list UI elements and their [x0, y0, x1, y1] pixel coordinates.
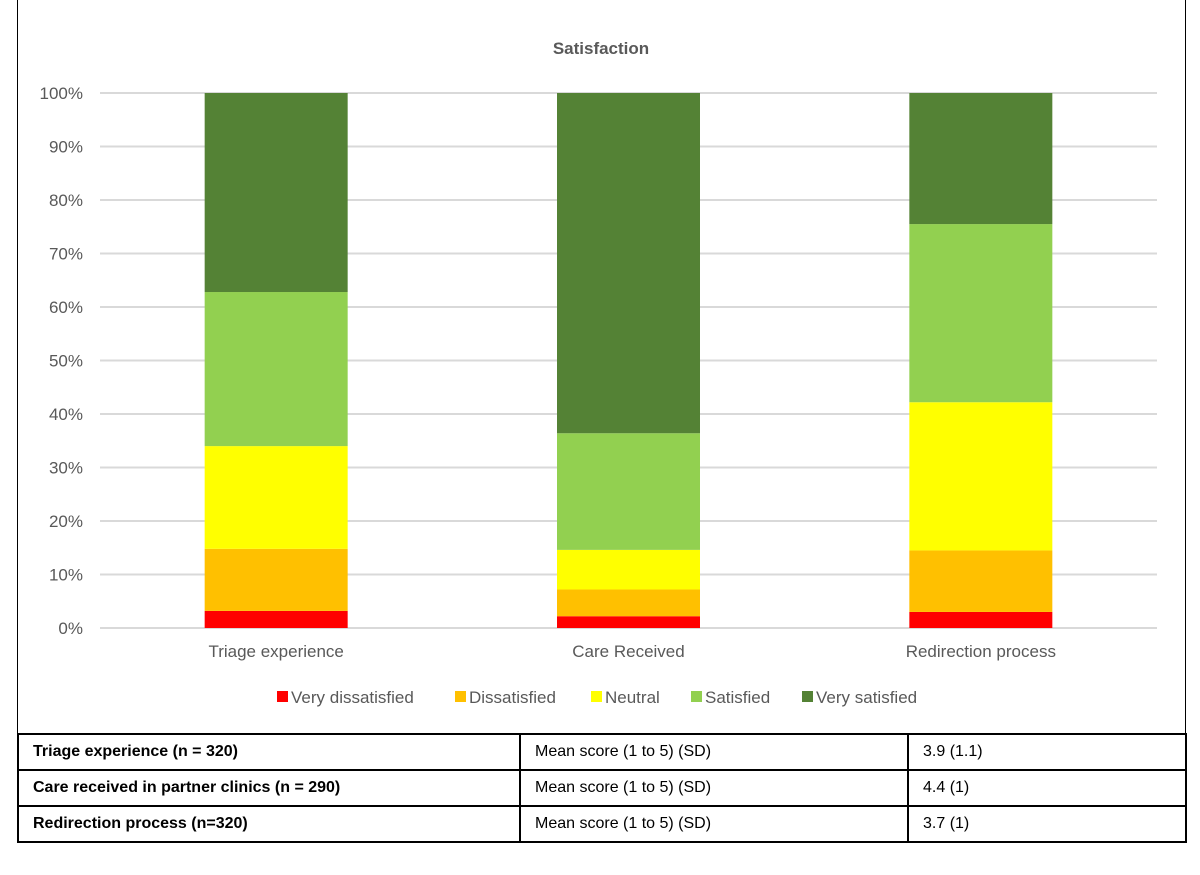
x-tick-label: Care Received: [572, 642, 684, 661]
bar-segment: [557, 549, 700, 590]
chart-frame: [17, 0, 1186, 733]
bar-segment: [909, 93, 1053, 225]
row-measure: Mean score (1 to 5) (SD): [519, 805, 909, 843]
row-label: Care received in partner clinics (n = 29…: [17, 769, 521, 807]
bar-segment: [204, 610, 348, 628]
row-label: Redirection process (n=320): [17, 805, 521, 843]
legend-swatch: [591, 691, 602, 702]
y-tick-label: 60%: [49, 298, 83, 317]
table-row: Care received in partner clinics (n = 29…: [17, 769, 1187, 807]
bar-segment: [909, 550, 1053, 612]
legend-swatch: [277, 691, 288, 702]
stacked-bar-chart: Satisfaction 0% 10% 20% 30% 40% 50% 60% 70% 80% 90…: [40, 39, 1157, 707]
row-measure: Mean score (1 to 5) (SD): [519, 733, 909, 771]
y-tick-label: 10%: [49, 566, 83, 585]
bar-segment: [204, 446, 348, 549]
legend-swatch: [802, 691, 813, 702]
bar-segment: [557, 616, 700, 628]
row-label: Triage experience (n = 320): [17, 733, 521, 771]
legend-label: Neutral: [605, 688, 660, 707]
bar-segment: [909, 224, 1053, 403]
y-tick-label: 0%: [58, 619, 83, 638]
table-row: Redirection process (n=320) Mean score (…: [17, 805, 1187, 843]
y-tick-label: 50%: [49, 352, 83, 371]
y-tick-label: 20%: [49, 512, 83, 531]
legend-label: Very dissatisfied: [291, 688, 414, 707]
bar-segment: [204, 548, 348, 611]
row-value: 3.9 (1.1): [907, 733, 1187, 771]
bar-segment: [909, 611, 1053, 628]
bar-segment: [557, 433, 700, 550]
bar-segment: [204, 292, 348, 447]
legend-swatch: [455, 691, 466, 702]
mean-score-table: Triage experience (n = 320) Mean score (…: [17, 733, 1187, 843]
legend-label: Dissatisfied: [469, 688, 556, 707]
chart-title: Satisfaction: [553, 39, 649, 58]
table-row: Triage experience (n = 320) Mean score (…: [17, 733, 1187, 771]
y-tick-label: 90%: [49, 138, 83, 157]
legend-swatch: [691, 691, 702, 702]
row-measure: Mean score (1 to 5) (SD): [519, 769, 909, 807]
y-tick-label: 80%: [49, 191, 83, 210]
bar-segment: [909, 402, 1053, 551]
bar-segment: [204, 93, 348, 293]
bar-segment: [557, 589, 700, 617]
x-tick-label: Triage experience: [208, 642, 343, 661]
legend-label: Very satisfied: [816, 688, 917, 707]
y-tick-label: 30%: [49, 459, 83, 478]
row-value: 3.7 (1): [907, 805, 1187, 843]
bar-segment: [557, 93, 700, 434]
legend-label: Satisfied: [705, 688, 770, 707]
y-tick-label: 70%: [49, 245, 83, 264]
y-tick-label: 40%: [49, 405, 83, 424]
row-value: 4.4 (1): [907, 769, 1187, 807]
x-tick-label: Redirection process: [906, 642, 1056, 661]
y-tick-label: 100%: [40, 84, 83, 103]
